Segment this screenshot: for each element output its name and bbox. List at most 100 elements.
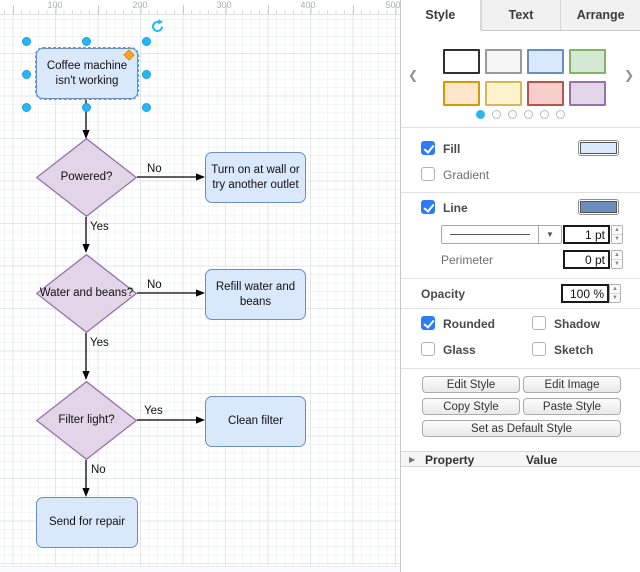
paste-style-button[interactable]: Paste Style <box>523 398 621 415</box>
resize-handle-e[interactable] <box>141 69 151 79</box>
line-style-dropdown[interactable]: ▼ <box>441 225 562 244</box>
value-column-header: Value <box>526 453 558 467</box>
sketch-checkbox[interactable] <box>532 342 546 356</box>
horizontal-scrollbar[interactable] <box>0 566 400 572</box>
format-tabs: Style Text Arrange <box>401 0 640 31</box>
glass-label: Glass <box>443 343 476 357</box>
ruler-label: 200 <box>132 0 148 10</box>
ruler-label: 500 <box>385 0 400 10</box>
flow-decision-powered[interactable]: Powered? <box>36 138 137 217</box>
rotate-icon[interactable] <box>150 19 165 34</box>
edge-label-no[interactable]: No <box>147 279 162 291</box>
page-dot[interactable] <box>476 110 485 119</box>
fill-label: Fill <box>443 142 461 156</box>
resize-handle-n[interactable] <box>81 36 91 46</box>
diamond-shape <box>36 254 137 333</box>
resize-handle-nw[interactable] <box>21 36 31 46</box>
opacity-input[interactable]: 100 % <box>561 284 609 303</box>
flow-node-outlet[interactable]: Turn on at wall or try another outlet <box>205 152 306 203</box>
page-dot[interactable] <box>540 110 549 119</box>
flow-node-send-repair[interactable]: Send for repair <box>36 497 138 548</box>
perimeter-input[interactable]: 0 pt <box>563 250 610 269</box>
perimeter-stepper[interactable]: ▲ ▼ <box>611 250 623 269</box>
flow-node-refill[interactable]: Refill water and beans <box>205 269 306 320</box>
page-dot[interactable] <box>492 110 501 119</box>
edge-label-yes[interactable]: Yes <box>144 405 163 417</box>
diamond-shape <box>36 138 137 217</box>
edit-style-button[interactable]: Edit Style <box>422 376 520 393</box>
flow-decision-filter-light[interactable]: Filter light? <box>36 381 137 460</box>
node-label: Water and beans? <box>39 287 134 300</box>
node-label: Turn on at wall or try another outlet <box>211 164 300 191</box>
edge-label-yes[interactable]: Yes <box>90 337 109 349</box>
line-width-input[interactable]: 1 pt <box>563 225 610 244</box>
node-label: Send for repair <box>48 516 126 529</box>
chevron-left-icon[interactable]: ❮ <box>408 68 419 82</box>
style-preset-swatch[interactable] <box>443 81 480 106</box>
resize-handle-se[interactable] <box>141 102 151 112</box>
resize-handle-s[interactable] <box>81 102 91 112</box>
selection-outline <box>35 47 139 100</box>
style-preset-swatch[interactable] <box>443 49 480 74</box>
edit-image-button[interactable]: Edit Image <box>523 376 621 393</box>
sketch-label: Sketch <box>554 343 594 357</box>
resize-handle-ne[interactable] <box>141 36 151 46</box>
preset-page-dots <box>401 110 640 119</box>
line-checkbox[interactable] <box>421 200 435 214</box>
tab-arrange[interactable]: Arrange <box>560 0 640 30</box>
style-preset-swatch[interactable] <box>485 81 522 106</box>
collapse-triangle-icon[interactable]: ▶ <box>409 455 416 464</box>
style-preset-swatch[interactable] <box>569 81 606 106</box>
shadow-label: Shadow <box>554 317 601 331</box>
line-label: Line <box>443 201 468 215</box>
perimeter-label: Perimeter <box>441 253 494 267</box>
page-dot[interactable] <box>556 110 565 119</box>
style-preset-swatch[interactable] <box>527 49 564 74</box>
node-label: Clean filter <box>228 415 283 428</box>
flow-decision-water-beans[interactable]: Water and beans? <box>36 254 137 333</box>
resize-handle-w[interactable] <box>21 69 31 79</box>
node-label: Filter light? <box>58 414 115 427</box>
horizontal-ruler: 100 200 300 400 500 <box>0 0 400 15</box>
opacity-stepper[interactable]: ▲ ▼ <box>609 284 621 303</box>
ruler-label: 300 <box>216 0 232 10</box>
format-panel: Style Text Arrange ❮ ❯ Fill Grad <box>400 0 640 572</box>
rounded-label: Rounded <box>443 317 495 331</box>
resize-handle-sw[interactable] <box>21 102 31 112</box>
edge-label-yes[interactable]: Yes <box>90 221 109 233</box>
diamond-shape <box>36 381 137 460</box>
property-table-header: ▶ Property Value <box>401 451 640 467</box>
flow-node-clean-filter[interactable]: Clean filter <box>205 396 306 447</box>
tab-text[interactable]: Text <box>480 0 561 30</box>
tab-style[interactable]: Style <box>401 0 481 31</box>
page-dot[interactable] <box>508 110 517 119</box>
chevron-right-icon[interactable]: ❯ <box>624 68 635 82</box>
shadow-checkbox[interactable] <box>532 316 546 330</box>
gradient-checkbox[interactable] <box>421 167 435 181</box>
flow-node-start[interactable]: Coffee machine isn't working <box>36 48 138 99</box>
node-label: Refill water and beans <box>215 281 296 308</box>
style-preset-swatch[interactable] <box>485 49 522 74</box>
gradient-label: Gradient <box>443 168 490 182</box>
set-default-style-button[interactable]: Set as Default Style <box>422 420 621 437</box>
glass-checkbox[interactable] <box>421 342 435 356</box>
edge-label-no[interactable]: No <box>91 464 106 476</box>
style-preset-swatch[interactable] <box>527 81 564 106</box>
edge-label-no[interactable]: No <box>147 163 162 175</box>
copy-style-button[interactable]: Copy Style <box>422 398 520 415</box>
node-label: Coffee machine isn't working <box>46 60 128 87</box>
dropdown-arrow-icon: ▼ <box>538 226 561 243</box>
rounded-checkbox[interactable] <box>421 316 435 330</box>
line-width-stepper[interactable]: ▲ ▼ <box>611 225 623 244</box>
fill-color-swatch[interactable] <box>578 140 619 156</box>
line-color-swatch[interactable] <box>578 199 619 215</box>
page-dot[interactable] <box>524 110 533 119</box>
diagram-canvas[interactable]: 100 200 300 400 500 <box>0 0 400 572</box>
opacity-label: Opacity <box>421 287 466 301</box>
property-column-header: Property <box>425 453 475 467</box>
ruler-label: 400 <box>300 0 316 10</box>
style-preset-swatch[interactable] <box>569 49 606 74</box>
fill-checkbox[interactable] <box>421 141 435 155</box>
line-style-preview <box>442 226 538 243</box>
